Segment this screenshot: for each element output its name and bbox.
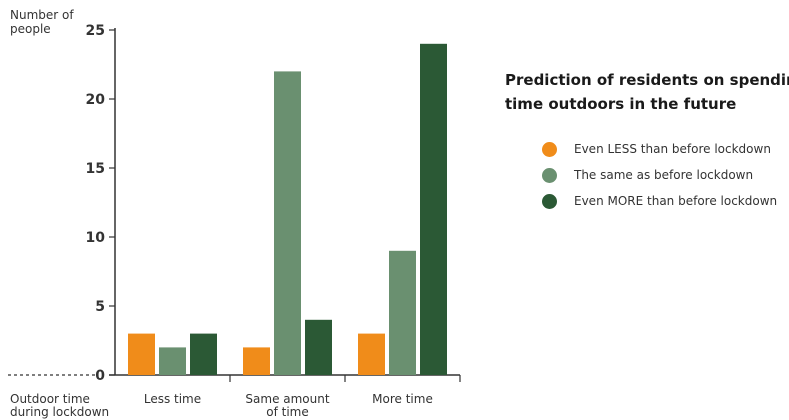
legend-label-same: The same as before lockdown xyxy=(574,168,754,182)
x-tick-label: Less time xyxy=(144,392,201,406)
bar xyxy=(389,250,416,375)
y-tick-label: 15 xyxy=(86,161,105,177)
x-tick-label: More time xyxy=(372,392,433,406)
bar xyxy=(358,333,385,375)
x-tick-label: Same amount xyxy=(245,392,329,406)
bars xyxy=(128,43,447,376)
legend-title-line-2: time outdoors in the future xyxy=(505,95,737,113)
y-tick-label: 0 xyxy=(95,368,105,384)
legend-item-less: Even LESS than before lockdown xyxy=(542,136,785,162)
y-tick-label: 10 xyxy=(86,230,106,246)
y-axis-label-line-1: Number of xyxy=(10,8,74,22)
legend-swatch-less xyxy=(542,141,557,157)
legend-title-line-1: Prediction of residents on spending xyxy=(505,71,789,89)
bar xyxy=(159,347,186,375)
legend: Prediction of residents on spending time… xyxy=(505,68,789,214)
x-tick-label: of time xyxy=(266,405,309,419)
y-tick-label: 5 xyxy=(95,299,105,315)
x-axis-label-line-2: during lockdown xyxy=(10,405,109,419)
bar xyxy=(420,43,447,376)
y-axis-label-line-2: people xyxy=(10,22,51,36)
legend-swatch-same xyxy=(542,167,557,183)
legend-label-more: Even MORE than before lockdown xyxy=(574,194,778,208)
bar xyxy=(190,333,217,375)
bar xyxy=(128,333,155,375)
bar xyxy=(274,71,301,376)
y-tick-label: 25 xyxy=(86,23,105,39)
legend-title: Prediction of residents on spending time… xyxy=(505,68,789,116)
bar xyxy=(243,347,270,375)
legend-swatch-more xyxy=(542,193,557,209)
legend-item-more: Even MORE than before lockdown xyxy=(542,188,785,214)
y-tick-label: 20 xyxy=(86,92,106,108)
x-axis-label-line-1: Outdoor time xyxy=(10,392,90,406)
legend-item-same: The same as before lockdown xyxy=(542,162,785,188)
bar xyxy=(305,319,332,375)
legend-label-less: Even LESS than before lockdown xyxy=(574,142,771,156)
